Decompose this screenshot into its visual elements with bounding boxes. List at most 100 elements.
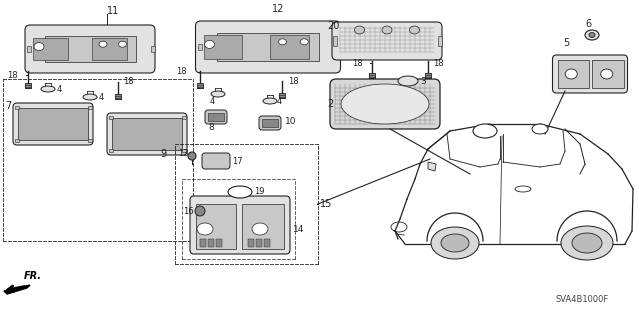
Bar — [182, 149, 186, 152]
Ellipse shape — [211, 91, 225, 97]
Text: 12: 12 — [272, 4, 284, 14]
Bar — [151, 46, 155, 52]
Ellipse shape — [431, 227, 479, 259]
Bar — [88, 106, 92, 109]
Ellipse shape — [382, 26, 392, 34]
Ellipse shape — [118, 41, 127, 47]
Text: 4: 4 — [99, 93, 104, 101]
Text: 19: 19 — [254, 188, 264, 197]
Text: 20: 20 — [327, 21, 339, 31]
Bar — [198, 44, 202, 50]
FancyBboxPatch shape — [205, 110, 227, 124]
Ellipse shape — [398, 76, 418, 86]
Bar — [256, 239, 262, 247]
Ellipse shape — [601, 69, 612, 79]
Text: 16: 16 — [183, 206, 194, 216]
Text: 4: 4 — [57, 85, 62, 93]
Bar — [45, 36, 136, 62]
Bar — [592, 60, 623, 88]
Ellipse shape — [300, 39, 308, 45]
Bar — [270, 35, 308, 59]
Text: FR.: FR. — [24, 271, 42, 281]
Bar — [264, 239, 270, 247]
Bar — [27, 46, 31, 52]
Ellipse shape — [278, 39, 287, 45]
FancyBboxPatch shape — [107, 113, 187, 155]
Bar — [88, 139, 92, 142]
Bar — [279, 93, 285, 98]
Bar — [18, 108, 88, 140]
Bar — [208, 113, 224, 121]
Bar — [425, 73, 431, 78]
Ellipse shape — [252, 223, 268, 235]
Ellipse shape — [341, 84, 429, 124]
Text: 13: 13 — [178, 149, 189, 158]
Ellipse shape — [441, 234, 469, 252]
Bar — [109, 149, 113, 152]
Text: 15: 15 — [320, 199, 332, 209]
Bar — [262, 119, 278, 127]
Ellipse shape — [565, 69, 577, 79]
Ellipse shape — [473, 124, 497, 138]
Text: 5: 5 — [563, 38, 569, 48]
Ellipse shape — [572, 233, 602, 253]
Bar — [109, 116, 113, 119]
FancyBboxPatch shape — [13, 103, 93, 145]
Ellipse shape — [83, 94, 97, 100]
Text: 10: 10 — [285, 116, 296, 125]
FancyBboxPatch shape — [330, 79, 440, 129]
Text: 14: 14 — [293, 225, 305, 234]
FancyBboxPatch shape — [332, 22, 442, 60]
Text: 18: 18 — [352, 58, 363, 68]
Bar — [182, 116, 186, 119]
Text: 17: 17 — [232, 157, 243, 166]
Bar — [438, 36, 442, 46]
Text: 18: 18 — [176, 68, 187, 77]
Bar — [196, 204, 236, 249]
Ellipse shape — [34, 43, 44, 51]
Text: 7: 7 — [5, 101, 12, 111]
Bar — [15, 106, 19, 109]
Bar — [15, 139, 19, 142]
FancyBboxPatch shape — [202, 153, 230, 169]
Bar — [557, 60, 589, 88]
FancyBboxPatch shape — [259, 116, 281, 130]
Ellipse shape — [410, 26, 419, 34]
FancyBboxPatch shape — [195, 21, 340, 73]
Polygon shape — [428, 162, 436, 171]
Text: 4: 4 — [210, 97, 215, 106]
Ellipse shape — [532, 124, 548, 134]
Ellipse shape — [228, 186, 252, 198]
Bar — [333, 36, 337, 46]
Bar — [248, 239, 254, 247]
Text: 11: 11 — [107, 6, 119, 16]
Bar — [337, 44, 340, 50]
Bar — [242, 204, 284, 249]
Bar — [369, 73, 375, 78]
Bar — [208, 239, 214, 247]
Bar — [33, 38, 68, 60]
Bar — [112, 118, 182, 150]
Text: 18: 18 — [7, 70, 18, 79]
FancyBboxPatch shape — [190, 196, 290, 254]
Polygon shape — [4, 285, 30, 294]
Bar — [115, 94, 121, 99]
Ellipse shape — [589, 33, 595, 38]
Text: 6: 6 — [585, 19, 591, 29]
Ellipse shape — [355, 26, 365, 34]
Text: SVA4B1000F: SVA4B1000F — [555, 294, 608, 303]
Bar — [197, 83, 203, 88]
Bar — [217, 33, 319, 61]
Ellipse shape — [99, 41, 107, 47]
Bar — [216, 239, 222, 247]
Bar — [200, 239, 206, 247]
Bar — [25, 83, 31, 88]
Ellipse shape — [561, 226, 613, 260]
Text: 8: 8 — [208, 122, 214, 131]
Text: 4: 4 — [277, 97, 282, 106]
Text: 18: 18 — [433, 58, 444, 68]
Ellipse shape — [205, 41, 214, 48]
FancyBboxPatch shape — [552, 55, 627, 93]
Text: 9: 9 — [160, 149, 166, 159]
Text: 18: 18 — [288, 78, 299, 86]
